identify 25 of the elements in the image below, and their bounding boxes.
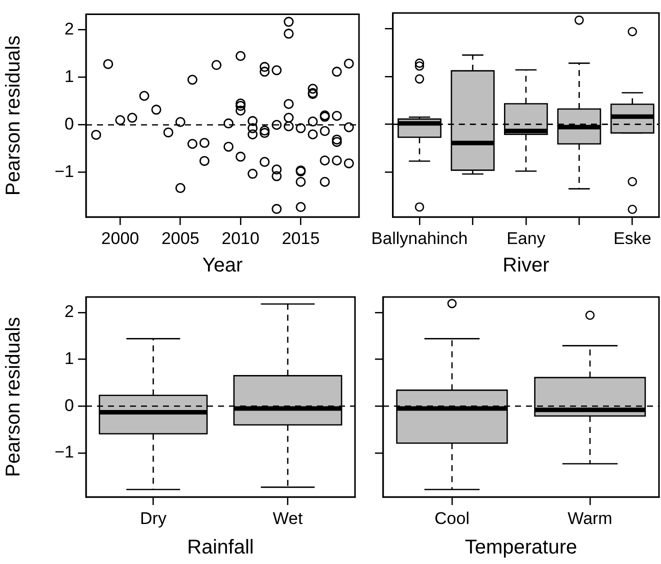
y-axis-title: Pearson residuals xyxy=(2,316,25,478)
y-tick-label: −1 xyxy=(54,442,74,462)
y-tick-label: 1 xyxy=(64,348,74,368)
y-tick-label: 2 xyxy=(64,20,74,39)
y-axis-title: Pearson residuals xyxy=(2,36,25,196)
x-axis-title: Year xyxy=(202,254,244,277)
x-tick-label: Ballynahinch xyxy=(371,228,468,248)
x-tick-label: 2000 xyxy=(101,228,140,248)
x-tick-label: Cool xyxy=(434,508,470,528)
x-axis-title: Rainfall xyxy=(187,536,254,559)
x-tick-label: Eske xyxy=(613,228,652,248)
x-tick-label: 2005 xyxy=(161,228,200,248)
x-tick-label: 2015 xyxy=(282,228,320,248)
x-axis-title: River xyxy=(502,254,550,277)
y-tick-label: 0 xyxy=(64,396,74,415)
x-axis-title: Temperature xyxy=(464,536,578,559)
x-tick-label: 2010 xyxy=(222,228,260,248)
y-tick-label: 2 xyxy=(64,302,74,322)
y-tick-label: −1 xyxy=(54,162,74,182)
x-tick-label: Wet xyxy=(272,508,303,528)
x-tick-label: Eany xyxy=(506,228,546,248)
y-tick-label: 0 xyxy=(64,114,74,134)
x-tick-label: Warm xyxy=(568,508,612,528)
x-tick-label: Dry xyxy=(140,508,167,528)
y-tick-label: 1 xyxy=(64,67,74,86)
